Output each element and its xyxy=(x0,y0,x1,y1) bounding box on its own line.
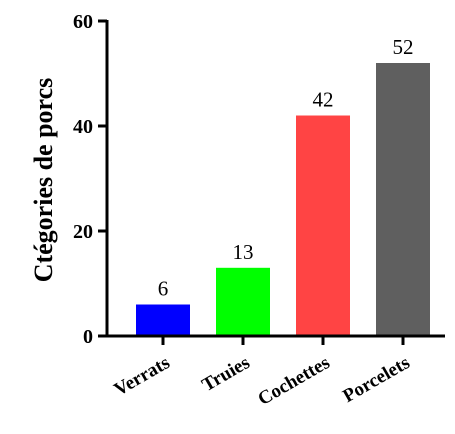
bar-cochettes xyxy=(296,115,350,336)
bar-verrats xyxy=(136,304,190,336)
y-tick-label: 0 xyxy=(83,326,93,348)
y-tick-label: 20 xyxy=(73,221,93,243)
x-tick-label: Verrats xyxy=(111,352,174,400)
value-label: 42 xyxy=(313,88,334,112)
x-tick-label: Porcelets xyxy=(339,352,413,407)
bar-porcelets xyxy=(376,63,430,336)
value-label: 52 xyxy=(393,35,414,59)
x-tick-label: Cochettes xyxy=(254,352,333,410)
value-label: 13 xyxy=(233,240,254,264)
axes xyxy=(98,19,445,345)
bars xyxy=(136,63,430,337)
y-axis-title: Ctégories de porcs xyxy=(29,78,58,283)
y-tick-label: 60 xyxy=(73,11,93,33)
x-tick-label: Truies xyxy=(199,352,254,396)
bar-truies xyxy=(216,267,270,337)
labels: 6 Verrats 13 Truies 42 Cochettes 52 Porcelets 0 2… xyxy=(73,11,414,410)
value-label: 6 xyxy=(158,277,169,301)
y-tick-label: 40 xyxy=(73,116,93,138)
